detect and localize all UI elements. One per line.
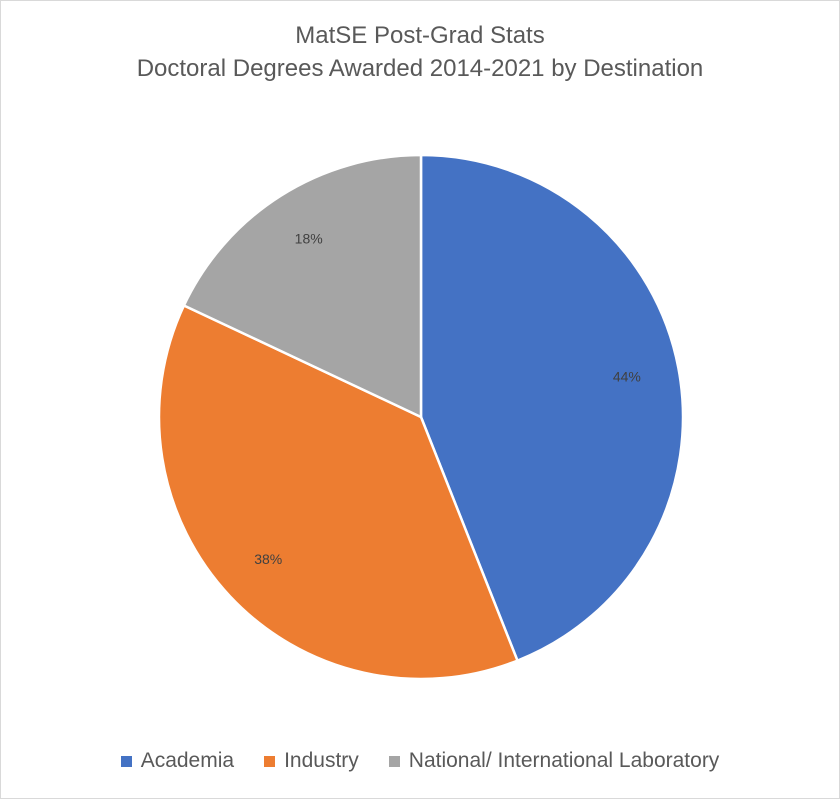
chart-title: MatSE Post-Grad Stats Doctoral Degrees A… (1, 19, 839, 85)
legend-label-industry: Industry (284, 749, 359, 772)
legend-swatch-academia (120, 755, 132, 767)
legend-item-academia: Academia (120, 749, 235, 773)
pie-slice-national-laboratory (182, 153, 423, 419)
chart-title-line-2: Doctoral Degrees Awarded 2014-2021 by De… (136, 55, 704, 82)
pie-slice-industry (157, 304, 519, 681)
legend-swatch-industry (264, 755, 276, 767)
legend-swatch-national-laboratory (388, 755, 400, 767)
legend-label-academia: Academia (140, 749, 235, 772)
legend-label-national-laboratory: National/ International Laboratory (408, 749, 720, 772)
legend-item-national-laboratory: National/ International Laboratory (388, 749, 720, 773)
data-label-academia: 44% (613, 368, 641, 384)
legend-item-industry: Industry (264, 749, 359, 773)
pie-slice-academia (419, 153, 685, 662)
data-label-national-laboratory: 18% (295, 231, 323, 247)
chart-title-line-1: MatSE Post-Grad Stats (295, 22, 545, 49)
data-label-industry: 38% (254, 551, 282, 567)
legend: Academia Industry National/ Internationa… (1, 749, 839, 773)
